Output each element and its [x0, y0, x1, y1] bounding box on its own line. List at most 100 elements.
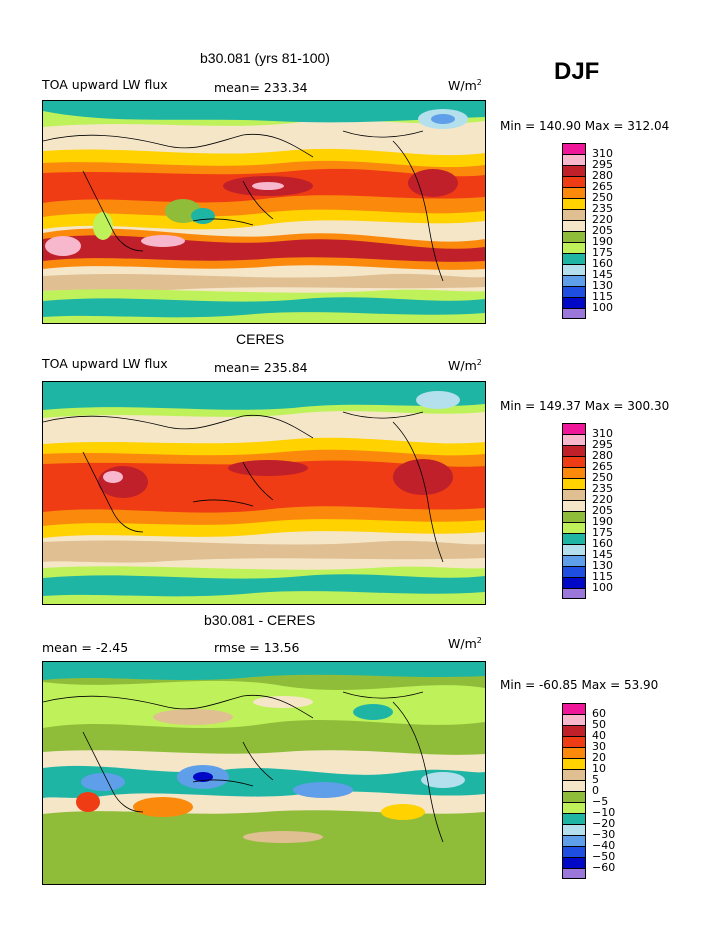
panel3-minmax: Min = -60.85 Max = 53.90	[500, 678, 659, 692]
panel1-mean-label: mean= 233.34	[214, 80, 308, 95]
colorbar-label: 100	[592, 301, 613, 314]
colorbar-swatch	[562, 577, 586, 588]
panel2-colorbar-boxes	[562, 423, 586, 599]
colorbar-label: −60	[592, 861, 616, 874]
colorbar-label: 130	[592, 559, 613, 572]
colorbar-swatch	[562, 489, 586, 500]
panel1-minmax: Min = 140.90 Max = 312.04	[500, 119, 670, 133]
colorbar-label: 190	[592, 515, 613, 528]
panel3-title: b30.081 - CERES	[204, 612, 316, 628]
colorbar-swatch	[562, 456, 586, 467]
colorbar-label: 115	[592, 570, 613, 583]
colorbar-label: 310	[592, 427, 613, 440]
colorbar-label: −30	[592, 828, 616, 841]
colorbar-swatch	[562, 500, 586, 511]
colorbar-label: 205	[592, 224, 613, 237]
colorbar-label: 160	[592, 537, 613, 550]
colorbar-label: 115	[592, 290, 613, 303]
colorbar-swatch	[562, 555, 586, 566]
colorbar-swatch	[562, 308, 586, 319]
colorbar-label: 280	[592, 449, 613, 462]
panel3-colorbar: 60 50 40 30 20 10 5 0 −5 −10 −20 −30 −40 −50 −60	[562, 703, 615, 879]
colorbar-label: 295	[592, 158, 613, 171]
colorbar-label: 280	[592, 169, 613, 182]
colorbar-label: 145	[592, 268, 613, 281]
colorbar-swatch	[562, 725, 586, 736]
colorbar-swatch	[562, 154, 586, 165]
panel3-units: W/m2	[448, 636, 482, 652]
colorbar-label: 40	[592, 729, 606, 742]
colorbar-swatch	[562, 445, 586, 456]
colorbar-label: 175	[592, 526, 613, 539]
season-label: DJF	[554, 58, 600, 85]
colorbar-swatch	[562, 714, 586, 725]
panel2-field-label: TOA upward LW flux	[42, 356, 168, 371]
panel1-colorbar: 310 295 280 265 250 235 220 205 190 175 160 145 130 1…	[562, 143, 613, 319]
colorbar-label: 145	[592, 548, 613, 561]
colorbar-label: 50	[592, 718, 606, 731]
colorbar-swatch	[562, 143, 586, 154]
colorbar-swatch	[562, 220, 586, 231]
colorbar-swatch	[562, 566, 586, 577]
colorbar-label: 30	[592, 740, 606, 753]
colorbar-swatch	[562, 813, 586, 824]
panel3-map	[42, 661, 486, 885]
colorbar-swatch	[562, 533, 586, 544]
panel2-colorbar: 310 295 280 265 250 235 220 205 190 175 160 145 130 1…	[562, 423, 613, 599]
panel3-mean-label: mean = -2.45	[42, 640, 129, 655]
colorbar-label: 60	[592, 707, 606, 720]
colorbar-swatch	[562, 835, 586, 846]
colorbar-label: 295	[592, 438, 613, 451]
colorbar-swatch	[562, 802, 586, 813]
colorbar-swatch	[562, 769, 586, 780]
colorbar-swatch	[562, 231, 586, 242]
colorbar-swatch	[562, 588, 586, 599]
colorbar-label: 220	[592, 493, 613, 506]
colorbar-swatch	[562, 423, 586, 434]
panel2-minmax: Min = 149.37 Max = 300.30	[500, 399, 670, 413]
colorbar-swatch	[562, 511, 586, 522]
panel1-title: b30.081 (yrs 81-100)	[200, 50, 330, 66]
panel2-title: CERES	[236, 331, 285, 347]
colorbar-label: 250	[592, 471, 613, 484]
colorbar-label: 100	[592, 581, 613, 594]
colorbar-swatch	[562, 198, 586, 209]
colorbar-swatch	[562, 242, 586, 253]
colorbar-swatch	[562, 703, 586, 714]
colorbar-label: 265	[592, 460, 613, 473]
colorbar-label: −50	[592, 850, 616, 863]
colorbar-label: −10	[592, 806, 616, 819]
colorbar-swatch	[562, 176, 586, 187]
panel1-map	[42, 100, 486, 324]
colorbar-swatch	[562, 165, 586, 176]
colorbar-label: 160	[592, 257, 613, 270]
colorbar-swatch	[562, 747, 586, 758]
colorbar-label: 265	[592, 180, 613, 193]
colorbar-label: −20	[592, 817, 616, 830]
panel1-units: W/m2	[448, 78, 482, 94]
colorbar-swatch	[562, 264, 586, 275]
colorbar-label: 0	[592, 784, 599, 797]
panel1-field-label: TOA upward LW flux	[42, 77, 168, 92]
colorbar-swatch	[562, 736, 586, 747]
colorbar-label: 5	[592, 773, 599, 786]
panel2-map	[42, 381, 486, 605]
colorbar-swatch	[562, 791, 586, 802]
colorbar-swatch	[562, 478, 586, 489]
colorbar-label: 250	[592, 191, 613, 204]
colorbar-label: 20	[592, 751, 606, 764]
colorbar-label: 130	[592, 279, 613, 292]
colorbar-swatch	[562, 275, 586, 286]
panel1-colorbar-boxes	[562, 143, 586, 319]
colorbar-swatch	[562, 434, 586, 445]
colorbar-label: 220	[592, 213, 613, 226]
colorbar-swatch	[562, 824, 586, 835]
colorbar-swatch	[562, 758, 586, 769]
colorbar-swatch	[562, 522, 586, 533]
colorbar-label: 190	[592, 235, 613, 248]
colorbar-swatch	[562, 187, 586, 198]
colorbar-swatch	[562, 467, 586, 478]
panel2-mean-label: mean= 235.84	[214, 360, 308, 375]
colorbar-label: −5	[592, 795, 609, 808]
colorbar-swatch	[562, 544, 586, 555]
